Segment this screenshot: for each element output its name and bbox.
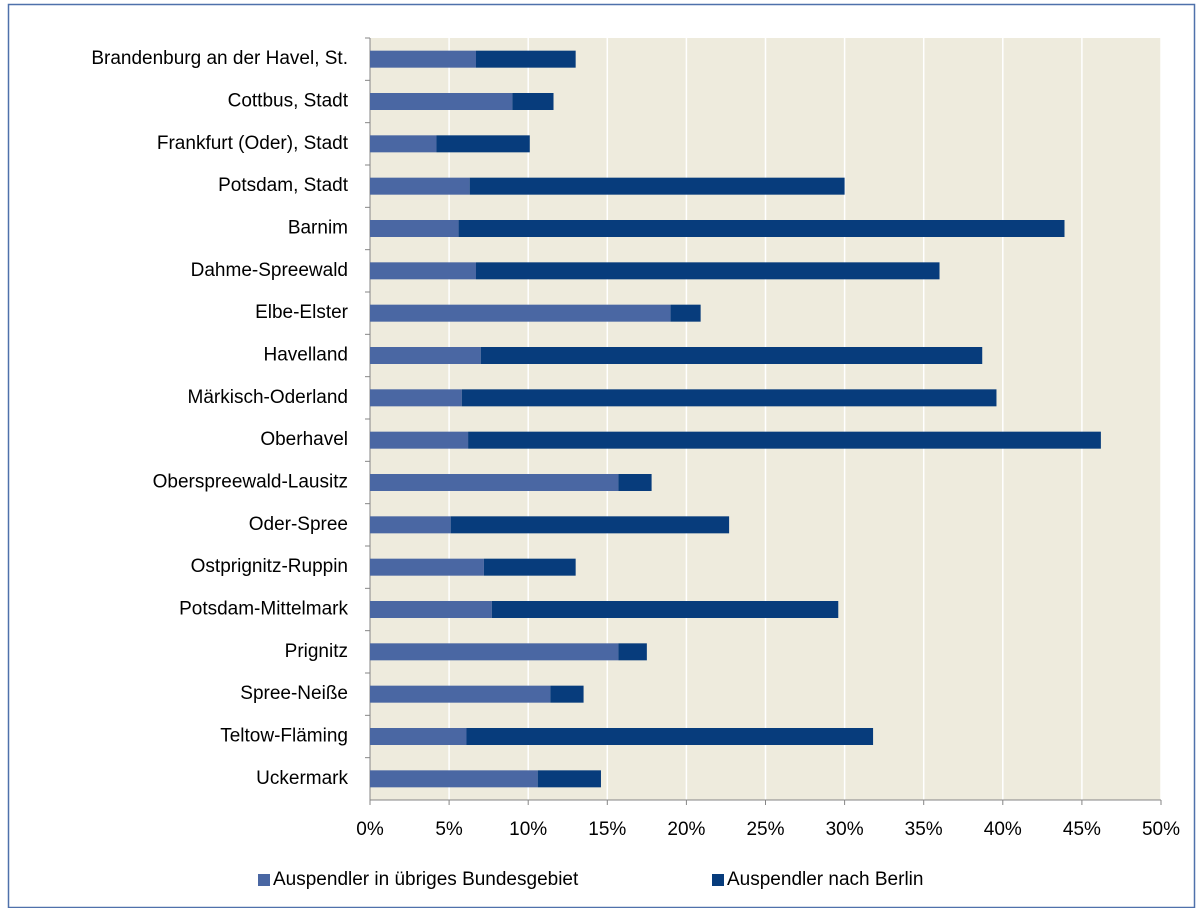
legend-label: Auspendler in übriges Bundesgebiet bbox=[273, 869, 579, 890]
bar-segment bbox=[491, 601, 839, 618]
bar-segment bbox=[466, 728, 874, 745]
x-tick-label: 25% bbox=[746, 819, 784, 840]
y-tick-label: Uckermark bbox=[256, 768, 348, 789]
bar-segment bbox=[550, 685, 584, 703]
y-tick-label: Prignitz bbox=[285, 641, 348, 662]
bar-segment bbox=[670, 304, 701, 322]
bar-segment bbox=[537, 770, 601, 788]
x-tick-label: 15% bbox=[588, 819, 626, 840]
bar-segment bbox=[461, 389, 997, 407]
x-tick-label: 50% bbox=[1142, 819, 1180, 840]
bar-segment bbox=[483, 558, 576, 576]
y-tick-label: Havelland bbox=[264, 345, 349, 366]
y-tick-label: Cottbus, Stadt bbox=[228, 91, 349, 112]
y-tick-label: Frankfurt (Oder), Stadt bbox=[157, 133, 349, 154]
x-tick-label: 45% bbox=[1063, 819, 1101, 840]
bar-segment bbox=[370, 177, 470, 195]
bar-segment bbox=[475, 50, 576, 68]
x-tick-label: 20% bbox=[667, 819, 705, 840]
bar-segment bbox=[370, 347, 481, 364]
bar-segment bbox=[370, 474, 619, 491]
bar-segment bbox=[370, 685, 551, 703]
bar-segment bbox=[458, 220, 1065, 237]
y-tick-label: Elbe-Elster bbox=[255, 302, 349, 323]
bar-segment bbox=[370, 220, 459, 237]
x-tick-label: 30% bbox=[826, 819, 864, 840]
x-tick-label: 0% bbox=[356, 819, 384, 840]
x-tick-label: 35% bbox=[905, 819, 943, 840]
bar-segment bbox=[370, 135, 437, 153]
bar-segment bbox=[370, 516, 451, 534]
bar-segment bbox=[370, 93, 513, 110]
bar-segment bbox=[370, 50, 476, 68]
bar-segment bbox=[475, 262, 940, 280]
y-tick-label: Brandenburg an der Havel, St. bbox=[91, 48, 348, 69]
bar-segment bbox=[618, 474, 652, 491]
y-tick-label: Teltow-Fläming bbox=[220, 726, 348, 747]
legend-swatch bbox=[258, 874, 270, 886]
x-tick-label: 10% bbox=[509, 819, 547, 840]
bar-segment bbox=[370, 304, 671, 322]
legend-label: Auspendler nach Berlin bbox=[727, 869, 923, 890]
bar-segment bbox=[480, 347, 983, 364]
bar-segment bbox=[436, 135, 530, 153]
bar-segment bbox=[450, 516, 730, 534]
bar-segment bbox=[618, 643, 647, 661]
bar-segment bbox=[512, 93, 554, 110]
bar-segment bbox=[370, 601, 492, 618]
x-tick-label: 5% bbox=[435, 819, 463, 840]
bar-segment bbox=[370, 431, 469, 449]
y-tick-label: Potsdam, Stadt bbox=[218, 175, 349, 196]
bar-segment bbox=[370, 770, 538, 788]
bar-segment bbox=[370, 558, 484, 576]
y-tick-label: Märkisch-Oderland bbox=[188, 387, 349, 408]
y-tick-label: Barnim bbox=[288, 218, 348, 239]
bar-segment bbox=[469, 177, 845, 195]
y-tick-label: Ostprignitz-Ruppin bbox=[191, 556, 348, 577]
x-tick-label: 40% bbox=[984, 819, 1022, 840]
legend-swatch bbox=[712, 874, 724, 886]
bar-segment bbox=[468, 431, 1101, 449]
y-tick-label: Oberhavel bbox=[260, 429, 348, 450]
bar-segment bbox=[370, 262, 476, 280]
y-tick-label: Dahme-Spreewald bbox=[191, 260, 348, 281]
bar-segment bbox=[370, 643, 619, 661]
y-tick-label: Oberspreewald-Lausitz bbox=[153, 472, 348, 493]
bar-segment bbox=[370, 728, 467, 745]
bar-segment bbox=[370, 389, 462, 407]
y-tick-label: Spree-Neiße bbox=[240, 683, 348, 704]
y-tick-label: Potsdam-Mittelmark bbox=[179, 599, 348, 620]
y-tick-label: Oder-Spree bbox=[249, 514, 348, 535]
